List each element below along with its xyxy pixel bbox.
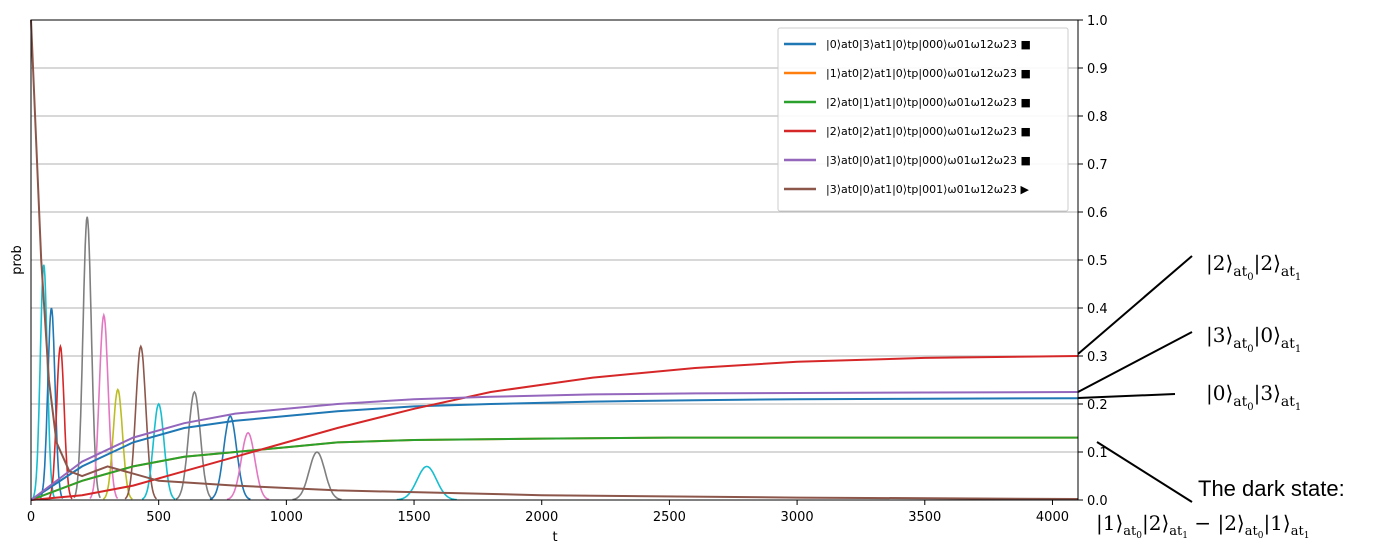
leader-line-dark	[1096, 441, 1193, 503]
transient-peak-1	[39, 307, 64, 499]
x-tick-label-1: 500	[146, 510, 171, 525]
annotation-22: |2⟩at0|2⟩at1	[1206, 251, 1301, 283]
x-tick-label-5: 2500	[653, 510, 686, 525]
transient-peak-2	[48, 343, 73, 500]
y-tick-label-2: 0.2	[1087, 398, 1108, 413]
x-axis-label: t	[552, 530, 557, 545]
series-line-5	[30, 19, 1079, 500]
annotation-leader-lines	[1077, 255, 1193, 503]
y-tick-label-6: 0.6	[1087, 206, 1108, 221]
x-tick-label-3: 1500	[398, 510, 431, 525]
leader-line-22	[1077, 255, 1193, 355]
y-tick-label-4: 0.4	[1087, 302, 1108, 317]
transient-peak-6	[124, 344, 158, 500]
legend-label-5: |3⟩at0|0⟩at1|0⟩tp|001⟩ω01ω12ω23 ▶	[826, 183, 1030, 196]
legend-label-3: |2⟩at0|2⟩at1|0⟩tp|000⟩ω01ω12ω23 ■	[826, 125, 1031, 138]
transient-peak-12	[396, 465, 457, 501]
legend-label-1: |1⟩at0|2⟩at1|0⟩tp|000⟩ω01ω12ω23 ■	[826, 67, 1031, 80]
transient-peak-4	[89, 312, 119, 500]
y-tick-label-8: 0.8	[1087, 110, 1108, 125]
x-tick-label-0: 0	[27, 510, 35, 525]
transient-peak-11	[292, 451, 342, 501]
transient-peak-10	[226, 431, 270, 501]
leader-line-03	[1077, 393, 1176, 399]
legend-label-2: |2⟩at0|1⟩at1|0⟩tp|000⟩ω01ω12ω23 ■	[826, 96, 1031, 109]
transient-peaks	[32, 216, 457, 501]
annotation-30: |3⟩at0|0⟩at1	[1206, 323, 1301, 355]
x-tick-label-2: 1000	[270, 510, 303, 525]
dark-state-formula: |1⟩at0|2⟩at1 − |2⟩at0|1⟩at1	[1096, 511, 1309, 541]
series-line-4	[30, 391, 1079, 501]
legend: |0⟩at0|3⟩at1|0⟩tp|000⟩ω01ω12ω23 ■ |1⟩at0|…	[777, 27, 1069, 212]
x-tick-label-7: 3500	[908, 510, 941, 525]
leader-line-30	[1077, 331, 1193, 393]
x-ticks: 0 500 1000 1500 2000 2500 3000 3500 4000	[27, 500, 1069, 525]
x-tick-label-8: 4000	[1036, 510, 1069, 525]
transient-peak-7	[141, 402, 176, 500]
x-tick-label-4: 2000	[525, 510, 558, 525]
transient-peak-9	[209, 414, 251, 501]
y-tick-label-10: 1.0	[1087, 14, 1108, 29]
legend-box	[777, 27, 1069, 212]
y-tick-label-9: 0.9	[1087, 62, 1108, 77]
series-line-2	[30, 436, 1078, 501]
transient-peak-8	[175, 390, 214, 500]
dark-state-label: The dark state:	[1198, 476, 1345, 501]
series-lines	[30, 19, 1079, 501]
y-tick-label-0: 0.0	[1087, 494, 1108, 509]
series-line-3	[30, 355, 1079, 501]
annotation-03: |0⟩at0|3⟩at1	[1206, 381, 1301, 413]
x-tick-label-6: 3000	[781, 510, 814, 525]
y-tick-label-7: 0.7	[1087, 158, 1108, 173]
transient-peak-0	[32, 264, 56, 499]
y-tick-label-5: 0.5	[1087, 254, 1108, 269]
y-tick-label-1: 0.1	[1087, 446, 1108, 461]
y-axis-label: prob	[10, 245, 25, 275]
legend-label-0: |0⟩at0|3⟩at1|0⟩tp|000⟩ω01ω12ω23 ■	[826, 38, 1031, 51]
y-tick-label-3: 0.3	[1087, 350, 1108, 365]
legend-label-4: |3⟩at0|0⟩at1|0⟩tp|000⟩ω01ω12ω23 ■	[826, 154, 1031, 167]
series-line-0	[30, 397, 1079, 501]
y-ticks: 0.0 0.1 0.2 0.3 0.4 0.5 0.6 0.7 0.8 0.9 1.0	[1078, 14, 1108, 509]
